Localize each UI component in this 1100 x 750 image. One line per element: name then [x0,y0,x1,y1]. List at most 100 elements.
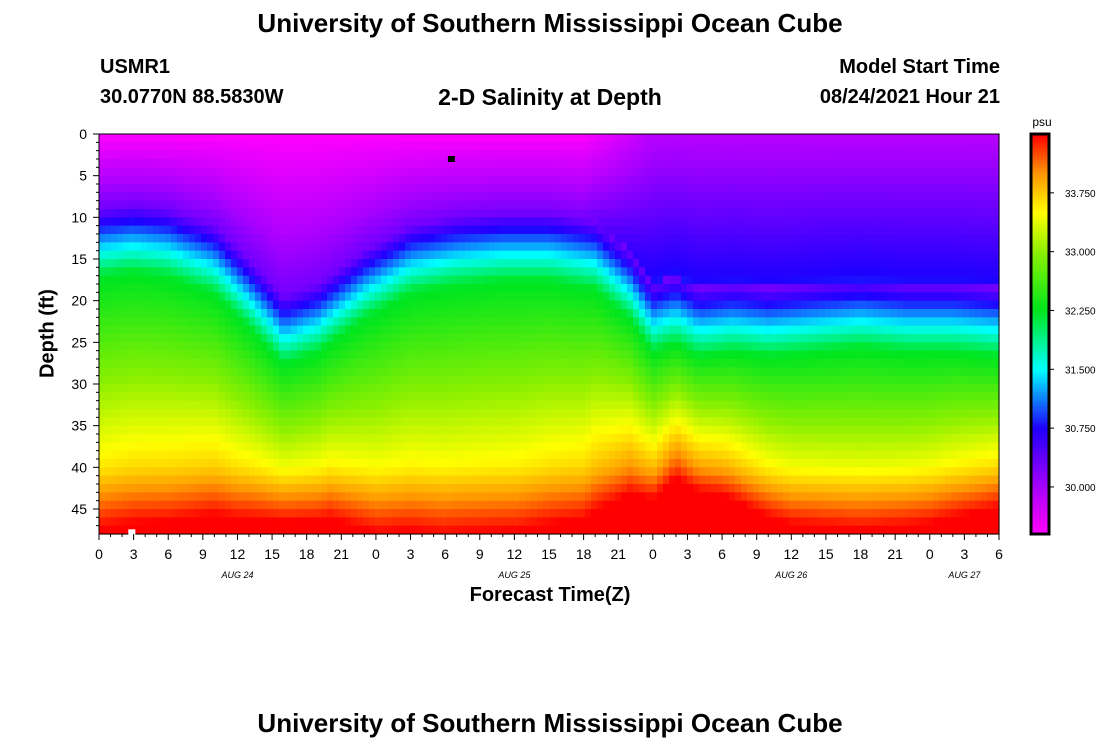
heatmap-cell [537,367,544,377]
heatmap-cell [657,425,664,435]
heatmap-cell [171,442,178,452]
heatmap-cell [261,284,268,293]
heatmap-cell [663,200,670,210]
heatmap-cell [249,500,256,510]
heatmap-cell [357,192,364,202]
heatmap-cell [693,392,700,402]
heatmap-cell [711,134,718,143]
heatmap-cell [219,184,226,193]
heatmap-cell [645,467,652,477]
heatmap-cell [435,317,442,327]
heatmap-cell [483,225,490,235]
heatmap-cell [237,334,244,343]
heatmap-cell [267,317,274,327]
heatmap-cell [279,175,286,185]
heatmap-cell [141,525,148,535]
heatmap-cell [675,409,682,418]
heatmap-cell [393,492,400,502]
heatmap-cell [279,300,286,310]
heatmap-cell [201,209,208,218]
heatmap-cell [99,209,106,218]
heatmap-cell [609,492,616,502]
heatmap-cell [627,400,634,410]
heatmap-cell [333,150,340,160]
heatmap-cell [567,200,574,210]
heatmap-cell [573,525,580,535]
heatmap-cell [243,167,250,177]
heatmap-cell [321,475,328,485]
heatmap-cell [663,442,670,452]
heatmap-cell [435,350,442,360]
heatmap-cell [297,267,304,277]
heatmap-cell [261,367,268,377]
heatmap-cell [633,142,640,152]
heatmap-cell [483,250,490,260]
heatmap-cell [243,409,250,418]
heatmap-cell [471,475,478,485]
heatmap-cell [393,292,400,302]
heatmap-cell [135,275,142,285]
heatmap-cell [687,375,694,385]
heatmap-cell [165,275,172,285]
heatmap-cell [363,275,370,285]
heatmap-cell [285,442,292,452]
heatmap-cell [345,409,352,418]
heatmap-cell [711,442,718,452]
heatmap-cell [201,442,208,452]
heatmap-cell [489,184,496,193]
heatmap-cell [333,400,340,410]
heatmap-cell [189,275,196,285]
heatmap-cell [525,375,532,385]
heatmap-cell [369,392,376,402]
heatmap-cell [261,200,268,210]
heatmap-cell [591,200,598,210]
heatmap-cell [351,217,358,227]
heatmap-cell [543,309,550,318]
heatmap-cell [153,409,160,418]
heatmap-cell [339,434,346,443]
heatmap-cell [447,434,454,443]
heatmap-cell [243,509,250,518]
heatmap-cell [351,234,358,243]
heatmap-cell [525,517,532,527]
heatmap-cell [561,409,568,418]
heatmap-cell [579,167,586,177]
heatmap-cell [567,375,574,385]
heatmap-cell [189,309,196,318]
heatmap-cell [105,259,112,268]
heatmap-cell [285,409,292,418]
heatmap-cell [531,267,538,277]
heatmap-cell [159,375,166,385]
heatmap-cell [531,459,538,468]
heatmap-cell [231,309,238,318]
heatmap-cell [477,434,484,443]
heatmap-cell [471,392,478,402]
heatmap-cell [411,467,418,477]
heatmap-cell [597,492,604,502]
heatmap-cell [681,459,688,468]
heatmap-cell [453,275,460,285]
heatmap-cell [525,467,532,477]
heatmap-cell [609,184,616,193]
heatmap-cell [153,317,160,327]
heatmap-cell [441,284,448,293]
heatmap-cell [273,192,280,202]
heatmap-cell [255,525,262,535]
heatmap-cell [669,492,676,502]
heatmap-cell [267,467,274,477]
heatmap-cell [447,417,454,427]
heatmap-cell [459,159,466,168]
heatmap-cell [207,150,214,160]
heatmap-cell [345,250,352,260]
heatmap-cell [195,459,202,468]
heatmap-cell [579,334,586,343]
heatmap-cell [273,475,280,485]
heatmap-cell [417,234,424,243]
heatmap-cell [141,417,148,427]
heatmap-cell [177,367,184,377]
heatmap-cell [153,492,160,502]
heatmap-cell [609,309,616,318]
heatmap-cell [627,142,634,152]
heatmap-cell [387,142,394,152]
heatmap-cell [549,400,556,410]
